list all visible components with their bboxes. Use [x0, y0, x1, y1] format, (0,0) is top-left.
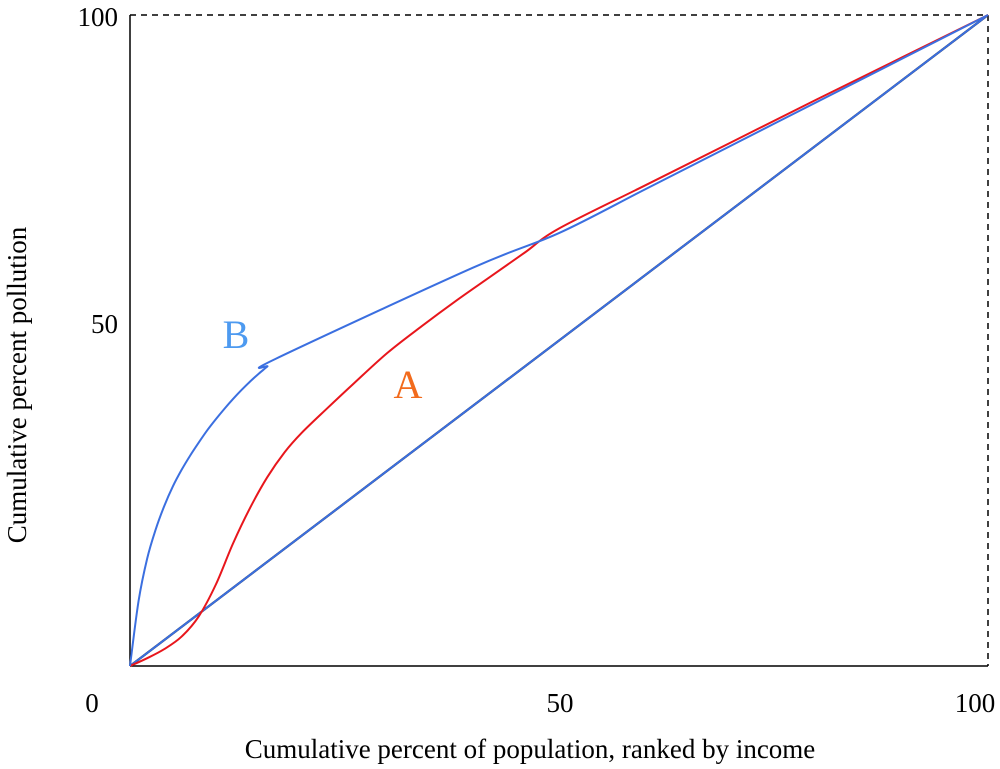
series-line-a	[129, 14, 989, 667]
series-layer	[129, 14, 989, 667]
curve-label-a: A	[394, 362, 423, 407]
x-tick-label-0: 0	[85, 688, 99, 718]
x-axis-title: Cumulative percent of population, ranked…	[245, 734, 816, 764]
series-line-equality-blue	[129, 14, 989, 667]
curve-label-b: B	[223, 312, 250, 357]
y-tick-label-100: 100	[78, 2, 119, 32]
x-tick-label-100: 100	[955, 688, 996, 718]
y-axis-title: Cumulative percent pollution	[2, 226, 32, 543]
x-tick-label-50: 50	[547, 688, 574, 718]
y-tick-label-50: 50	[91, 309, 118, 339]
series-line-b	[129, 14, 989, 667]
